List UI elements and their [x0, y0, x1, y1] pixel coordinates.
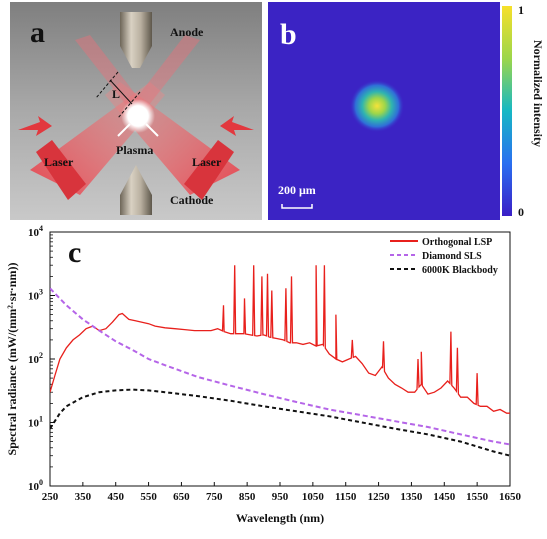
- anode-label: Anode: [170, 25, 204, 39]
- panel-c: c 250 350 450 550 650 750 850 950 1050 1150 1250 13…: [5, 224, 522, 525]
- plot-area: [49, 231, 511, 487]
- series-line-0: [50, 265, 510, 414]
- y-tick-label: 101: [28, 415, 43, 430]
- scalebar-label: 200 μm: [278, 183, 316, 197]
- legend-label-1: Diamond SLS: [422, 251, 482, 262]
- x-axis-title: Wavelength (nm): [236, 511, 324, 525]
- x-tick-label: 950: [272, 491, 289, 503]
- series-layer: [50, 265, 510, 457]
- anode-body: [120, 12, 152, 46]
- panel-b-letter: b: [280, 18, 297, 51]
- y-tick-exponent: 0: [39, 478, 43, 487]
- x-tick-label: 1450: [433, 491, 456, 503]
- legend: Orthogonal LSP Diamond SLS 6000K Blackbody: [390, 237, 498, 276]
- x-tick-label: 350: [75, 491, 92, 503]
- x-tick-label: 1050: [302, 491, 325, 503]
- y-tick-label: 100: [28, 478, 43, 493]
- x-tick-label: 650: [173, 491, 190, 503]
- colorbar-min-label: 0: [518, 205, 524, 219]
- y-tick-base: 10: [28, 291, 40, 303]
- y-tick-exponent: 4: [39, 224, 43, 233]
- colorbar-title: Normalized intensity: [531, 40, 545, 147]
- x-tick-label: 1150: [335, 491, 357, 503]
- colorbar-max-label: 1: [518, 3, 524, 17]
- laser-right-label: Laser: [192, 155, 222, 169]
- x-axis-ticks: 250 350 450 550 650 750 850 950 1050 1150 1250 1350…: [42, 482, 522, 503]
- cathode-label: Cathode: [170, 193, 214, 207]
- y-tick-exponent: 1: [39, 415, 43, 424]
- panel-b: b 200 μm 1 0 Normalized intensity: [268, 2, 545, 220]
- y-tick-base: 10: [28, 418, 40, 430]
- x-tick-label: 850: [239, 491, 256, 503]
- anode-tip: [120, 46, 152, 68]
- x-tick-label: 1550: [466, 491, 489, 503]
- plasma-arrow-left-icon: [117, 123, 131, 137]
- x-tick-label: 1650: [499, 491, 522, 503]
- dimension-arrow: [109, 79, 133, 105]
- x-tick-label: 250: [42, 491, 59, 503]
- length-label: L: [112, 87, 120, 101]
- dimension-line-inner: [117, 91, 141, 119]
- cathode-tip: [120, 165, 152, 195]
- plasma-label: Plasma: [116, 143, 153, 157]
- laser-beam-upper-right: [135, 35, 200, 110]
- laser-arrow-right-icon: [220, 116, 254, 136]
- laser-arrow-left-icon: [18, 116, 52, 136]
- x-tick-label: 1250: [368, 491, 391, 503]
- lens-left: [36, 140, 86, 200]
- panel-a-letter: a: [30, 16, 45, 49]
- x-tick-label: 550: [140, 491, 157, 503]
- y-tick-base: 10: [28, 227, 40, 239]
- cathode-body: [120, 195, 152, 215]
- y-axis-title: Spectral radiance (mW/(mm²·sr·nm)): [5, 263, 19, 456]
- intensity-spot: [350, 80, 404, 132]
- x-tick-label: 450: [107, 491, 124, 503]
- laser-beam-upper-left: [75, 35, 140, 110]
- laser-left-label: Laser: [44, 155, 74, 169]
- y-tick-base: 10: [28, 354, 40, 366]
- scalebar: [281, 204, 313, 209]
- legend-label-0: Orthogonal LSP: [422, 237, 492, 248]
- y-tick-base: 10: [28, 481, 40, 493]
- y-tick-label: 103: [28, 288, 43, 303]
- x-tick-label: 1350: [400, 491, 423, 503]
- y-tick-exponent: 2: [39, 351, 43, 360]
- dimension-line-outer: [95, 71, 119, 99]
- series-line-2: [50, 388, 510, 457]
- x-tick-label: 750: [206, 491, 223, 503]
- y-tick-label: 104: [28, 224, 43, 239]
- panel-a: L a Anode Cathode Plasma Laser Laser: [10, 2, 262, 220]
- panel-c-letter: c: [68, 236, 81, 269]
- lens-right: [184, 140, 234, 200]
- legend-label-2: 6000K Blackbody: [422, 265, 498, 276]
- y-tick-exponent: 3: [39, 288, 43, 297]
- y-tick-label: 102: [28, 351, 43, 366]
- series-line-1: [50, 287, 510, 446]
- plasma-arrow-right-icon: [145, 123, 159, 137]
- colorbar: [502, 6, 512, 216]
